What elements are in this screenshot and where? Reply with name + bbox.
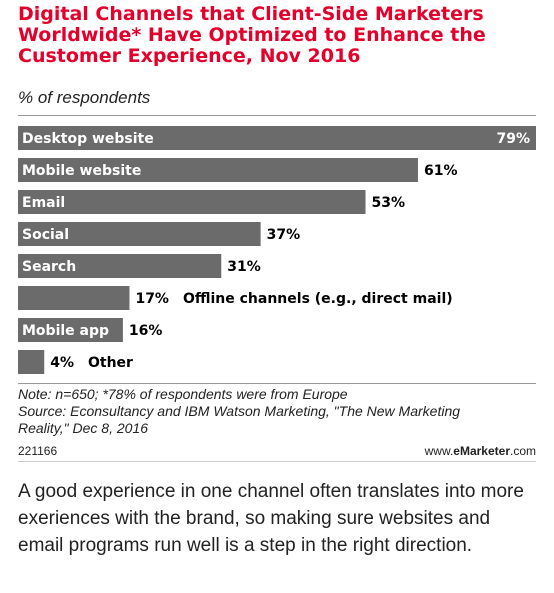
bar-0 — [18, 126, 536, 150]
bottom-divider — [18, 383, 536, 384]
footer-divider — [18, 461, 536, 462]
bar-1 — [18, 158, 418, 182]
value-label: 37% — [267, 227, 301, 243]
chart-subtitle: % of respondents — [18, 88, 151, 107]
value-label: 61% — [424, 163, 458, 179]
note-line: Note: n=650; *78% of respondents were fr… — [18, 386, 348, 402]
category-label: Desktop website — [22, 131, 154, 147]
value-label: 53% — [372, 195, 406, 211]
brand-prefix: www. — [424, 444, 454, 458]
bar-7 — [18, 350, 45, 374]
bar-4 — [18, 254, 222, 278]
category-label: Search — [22, 259, 76, 275]
brand-suffix: .com — [509, 444, 536, 458]
category-label: Offline channels (e.g., direct mail) — [183, 291, 453, 307]
category-label: Social — [22, 227, 69, 243]
brand-name: eMarketer — [453, 444, 510, 458]
source-line: Source: Econsultancy and IBM Watson Mark… — [18, 403, 461, 419]
source-line-continued: Reality," Dec 8, 2016 — [18, 420, 148, 436]
chart-id: 221166 — [18, 444, 58, 458]
category-label: Mobile website — [22, 163, 141, 179]
brand-url: www.eMarketer.com — [425, 444, 536, 458]
bar-3 — [18, 222, 261, 246]
chart-notes: Note: n=650; *78% of respondents were fr… — [18, 386, 538, 437]
bar-6 — [18, 318, 123, 342]
category-label: Other — [88, 355, 133, 371]
bar-chart: Desktop website 79% Mobile website 61% Email… — [18, 126, 536, 374]
category-label: Email — [22, 195, 65, 211]
value-label: 31% — [227, 259, 261, 275]
bar-2 — [18, 190, 366, 214]
value-label: 16% — [129, 323, 163, 339]
article-caption: A good experience in one channel often t… — [18, 481, 524, 556]
value-label: 4% — [50, 355, 74, 371]
bar-5 — [18, 286, 130, 310]
top-divider — [18, 115, 536, 116]
category-label: Mobile app — [22, 323, 109, 339]
chart-title: Digital Channels that Client-Side Market… — [18, 3, 486, 67]
value-label: 17% — [135, 291, 169, 307]
value-label: 79% — [496, 131, 530, 147]
